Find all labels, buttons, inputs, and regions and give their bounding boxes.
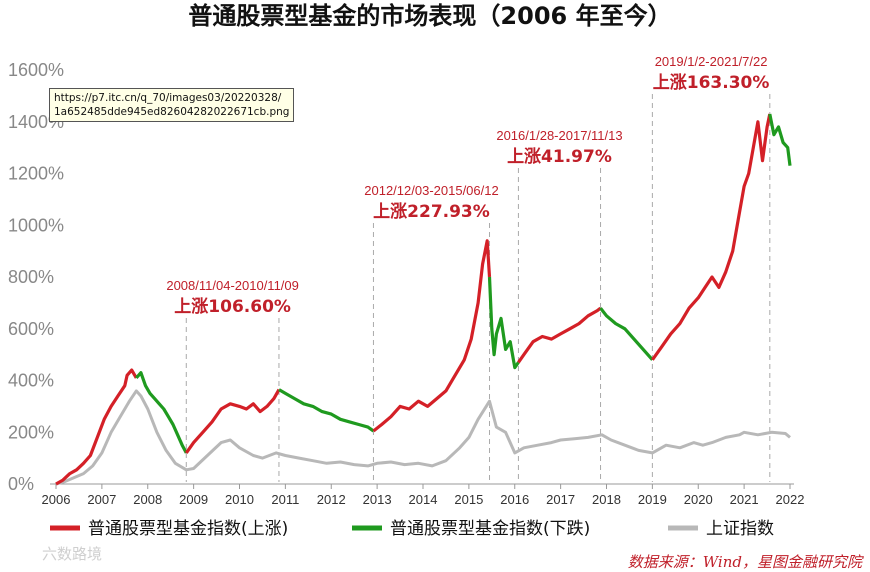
annotation-rise-pct: 上涨41.97% xyxy=(507,147,612,167)
shanghai-index-series xyxy=(55,389,791,486)
x-tick-label: 2018 xyxy=(592,492,621,507)
fund-segment-down xyxy=(768,113,792,166)
legend: 普通股票型基金指数(上涨) 普通股票型基金指数(下跌) 上证指数 xyxy=(50,519,774,539)
x-axis: 2006 2007 2008 2009 2010 2011 2012 2013 2014 2015… xyxy=(42,483,805,507)
x-tick-label: 2020 xyxy=(684,492,713,507)
x-tick-label: 2010 xyxy=(225,492,254,507)
annotation-date-range: 2012/12/03-2015/06/12 xyxy=(364,183,498,198)
x-tick-label: 2012 xyxy=(317,492,346,507)
y-axis: 0%200%400%600%800%1000%1200%1400%1600% xyxy=(8,60,64,494)
legend-label: 上证指数 xyxy=(706,519,774,539)
data-source: 数据来源：Wind，星图金融研究院 xyxy=(628,553,864,571)
x-tick-label: 2017 xyxy=(546,492,575,507)
fund-segment-down xyxy=(135,371,188,454)
annotation-rise-pct: 上涨163.30% xyxy=(653,73,770,93)
annotation-date-range: 2019/1/2-2021/7/22 xyxy=(655,54,768,69)
fund-segment-down xyxy=(278,388,375,433)
tooltip-line-2: 1a652485dde945ed82604282022671cb.png xyxy=(54,106,290,118)
image-url-tooltip: https://p7.itc.cn/q_70/images03/20220328… xyxy=(49,88,295,122)
legend-label: 普通股票型基金指数(上涨) xyxy=(88,519,288,539)
fund-segment-up xyxy=(184,388,281,454)
annotation-rise-pct: 上涨106.60% xyxy=(174,297,291,317)
fund-segment-up xyxy=(517,306,602,364)
tooltip-line-1: https://p7.itc.cn/q_70/images03/20220328… xyxy=(54,92,282,104)
x-tick-label: 2007 xyxy=(87,492,116,507)
x-tick-label: 2009 xyxy=(179,492,208,507)
y-tick-label: 400% xyxy=(8,371,54,391)
fund-index-series xyxy=(55,113,792,486)
x-tick-label: 2011 xyxy=(271,492,299,507)
fund-segment-up xyxy=(372,239,492,433)
shanghai-index-line xyxy=(55,389,791,486)
fund-segment-down xyxy=(599,307,654,361)
y-tick-label: 200% xyxy=(8,422,54,442)
annotation-date-range: 2008/11/04-2010/11/09 xyxy=(166,278,299,293)
y-tick-label: 800% xyxy=(8,267,54,287)
y-tick-label: 0% xyxy=(8,474,34,494)
x-tick-label: 2019 xyxy=(638,492,667,507)
fund-segment-down xyxy=(487,276,520,370)
legend-label: 普通股票型基金指数(下跌) xyxy=(390,519,590,539)
y-tick-label: 1000% xyxy=(8,215,64,235)
fund-segment-up xyxy=(651,113,772,361)
x-tick-label: 2016 xyxy=(500,492,529,507)
x-tick-label: 2015 xyxy=(454,492,483,507)
x-tick-label: 2021 xyxy=(730,492,759,507)
chart-title: 普通股票型基金的市场表现（2006 年至今） xyxy=(188,2,671,30)
fund-segment-up xyxy=(55,368,138,486)
x-tick-label: 2006 xyxy=(42,492,71,507)
x-tick-label: 2022 xyxy=(776,492,805,507)
x-tick-label: 2013 xyxy=(363,492,392,507)
x-tick-label: 2008 xyxy=(133,492,162,507)
rise-annotations: 2008/11/04-2010/11/09 上涨106.60% 2012/12/03… xyxy=(166,54,769,317)
x-tick-label: 2014 xyxy=(409,492,438,507)
y-tick-label: 1600% xyxy=(8,60,64,80)
annotation-rise-pct: 上涨227.93% xyxy=(373,202,490,222)
watermark-text: 六数路境 xyxy=(42,545,102,563)
y-tick-label: 1200% xyxy=(8,164,64,184)
y-tick-label: 600% xyxy=(8,319,54,339)
annotation-date-range: 2016/1/28-2017/11/13 xyxy=(496,128,622,143)
